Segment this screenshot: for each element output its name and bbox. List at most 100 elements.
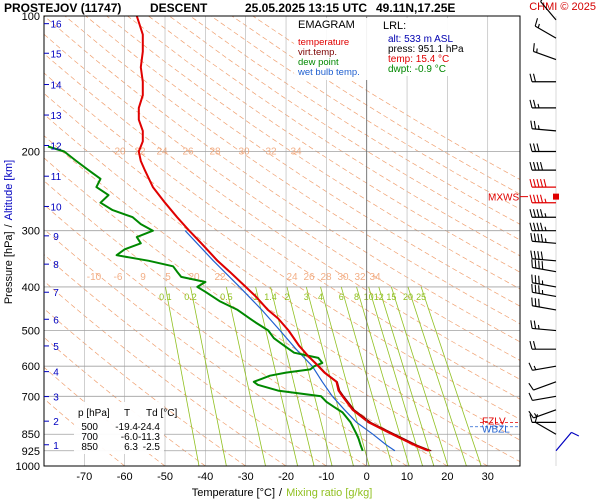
barb-staff <box>532 266 557 273</box>
dry-adiabat-line <box>44 180 448 466</box>
barb-staff <box>555 431 572 452</box>
barb-flag <box>539 222 544 231</box>
barb-half-flag <box>533 365 537 370</box>
barb-flag <box>528 362 533 371</box>
pressure-tick-label: 850 <box>22 429 40 441</box>
mixing-ratio-label: 20 <box>403 292 413 302</box>
barb-flag <box>538 260 540 269</box>
altitude-tick-label: 9 <box>53 232 59 243</box>
dry-adiabat-line <box>210 16 520 210</box>
barb-half-flag <box>537 324 540 330</box>
wind-barb <box>529 222 556 232</box>
barb-flag <box>531 284 533 293</box>
dry-adiabat-label: 22 <box>134 146 146 157</box>
barb-flag <box>532 73 537 82</box>
wind-barb <box>529 143 556 153</box>
dry-adiabat-label: 30 <box>238 146 250 157</box>
wind-barb <box>530 120 557 132</box>
mixing-ratio-label: 0.2 <box>184 292 197 302</box>
barb-flag <box>529 73 533 82</box>
barb-staff <box>533 409 557 419</box>
temperature-tick-label: 0 <box>364 471 370 483</box>
barb-flag <box>530 250 533 259</box>
wind-barb <box>530 320 557 332</box>
wind-barb <box>540 0 557 21</box>
wind-barb <box>528 392 557 402</box>
wind-barb <box>529 414 556 423</box>
legend-title: EMAGRAM <box>298 19 355 31</box>
temperature-tick-label: -20 <box>278 471 294 483</box>
barb-flag <box>533 120 537 130</box>
dry-adiabat-label: 32 <box>265 146 277 157</box>
mixing-ratio-label: 0.1 <box>159 292 172 302</box>
barb-staff <box>534 25 557 39</box>
dry-adiabat-label: 5 <box>165 272 171 283</box>
barb-flag <box>533 320 537 329</box>
level-table-cell: 6.3 <box>124 442 138 453</box>
dry-adiabat-line <box>44 16 520 343</box>
altitude-tick-label: 2 <box>53 417 59 428</box>
dry-adiabat-label: -10 <box>87 272 102 283</box>
mixing-ratio-label: 2 <box>284 292 289 302</box>
barb-flag <box>541 261 544 270</box>
mixing-ratio-label: 3 <box>304 292 309 302</box>
level-table-header: T <box>124 408 130 419</box>
dry-adiabat-label: 9 <box>140 272 146 283</box>
station-coords: 49.11N,17.25E <box>376 1 456 15</box>
barb-flag <box>529 161 533 171</box>
pressure-tick-label: 600 <box>22 361 40 373</box>
altitude-tick-label: 11 <box>51 172 62 183</box>
pressure-tick-label: 400 <box>22 282 40 294</box>
barb-flag <box>532 194 537 203</box>
wind-barb <box>531 259 557 273</box>
legend-box <box>294 18 370 80</box>
barb-flag <box>528 392 533 401</box>
sounding-mode: DESCENT <box>150 1 208 15</box>
barb-flag <box>536 222 540 231</box>
barb-flag <box>528 382 534 391</box>
lrl-box <box>380 18 482 76</box>
x-axis-title-sep: / <box>279 487 283 499</box>
wind-barb <box>555 431 580 452</box>
wind-barb <box>530 232 557 244</box>
temperature-tick-label: -40 <box>197 471 213 483</box>
barb-flag <box>534 18 539 27</box>
dry-adiabat-label: 28 <box>209 146 221 157</box>
barb-flag <box>529 341 533 350</box>
dry-adiabat-label: 32 <box>354 272 366 283</box>
y-axis-title-pressure: Pressure [hPa] <box>3 231 15 304</box>
barb-flag <box>532 143 537 152</box>
dry-adiabat-line <box>127 16 520 273</box>
temperature-tick-label: -60 <box>117 471 133 483</box>
barb-flag <box>543 178 547 188</box>
barb-flag <box>532 99 537 108</box>
barb-half-flag <box>544 238 547 243</box>
mixing-ratio-label: 4 <box>318 292 323 302</box>
barb-flag <box>538 285 540 294</box>
barb-half-flag <box>544 226 547 231</box>
pressure-tick-label: 200 <box>22 146 40 158</box>
mixing-ratio-line <box>190 286 227 466</box>
level-table-cell: 700 <box>81 432 98 443</box>
level-table-cell: 850 <box>81 442 98 453</box>
wind-barb <box>529 178 556 188</box>
barb-staff <box>532 128 557 132</box>
x-axis-title-mixing: Mixing ratio [g/kg] <box>286 487 372 499</box>
wind-barb <box>529 209 556 218</box>
barb-staff <box>534 421 557 435</box>
altitude-tick-label: 4 <box>53 368 59 379</box>
barb-flag <box>532 178 537 188</box>
x-axis-title-temp: Temperature [°C] <box>192 487 275 499</box>
pressure-tick-label: 100 <box>22 11 40 23</box>
barb-flag <box>571 431 580 437</box>
barb-flag <box>529 194 533 203</box>
barb-flag <box>531 297 533 306</box>
altitude-tick-label: 12 <box>50 142 62 153</box>
mixing-ratio-line <box>320 286 370 466</box>
mixing-ratio-label: 12 <box>374 292 384 302</box>
dry-adiabat-line <box>44 53 520 380</box>
temperature-tick-label: -70 <box>76 471 92 483</box>
wind-barb <box>531 297 557 311</box>
temperature-tick-label: 20 <box>441 471 453 483</box>
barb-flag <box>534 259 537 269</box>
